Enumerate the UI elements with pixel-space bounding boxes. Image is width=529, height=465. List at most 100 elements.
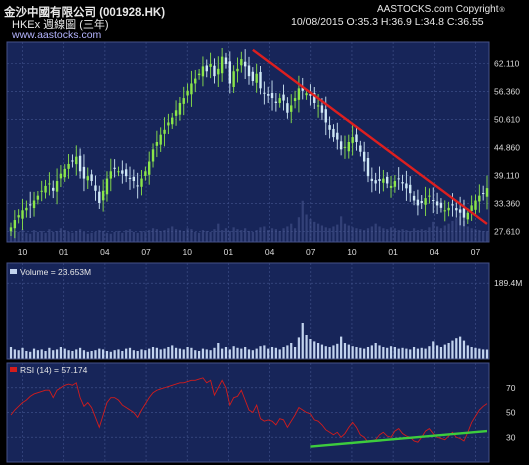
candle-body: [316, 105, 320, 107]
candle-body: [163, 129, 166, 134]
candle-body: [240, 59, 243, 66]
volume-bar: [340, 336, 343, 359]
candle-body: [412, 195, 416, 201]
candle-body: [305, 93, 308, 96]
volume-pane-frame: [6, 262, 490, 360]
candle-body: [458, 209, 462, 213]
candle-body: [259, 71, 262, 89]
candle-body: [485, 188, 489, 197]
candle-body: [86, 176, 89, 181]
volume-ghost-bar: [274, 229, 277, 242]
volume-bar: [186, 347, 189, 359]
candle-body: [389, 185, 393, 188]
candle-body: [339, 141, 343, 150]
volume-ghost-bar: [363, 230, 366, 242]
rsi-legend-swatch: [10, 367, 17, 372]
volume-bar: [359, 347, 362, 359]
volume-bar: [159, 349, 162, 359]
volume-bar: [466, 345, 469, 359]
volume-ghost-bar: [105, 232, 109, 242]
candle-body: [416, 199, 420, 206]
copyright-mark: ®: [499, 7, 505, 14]
volume-bar: [305, 335, 308, 359]
rsi-legend-text: RSI (14) = 57.174: [20, 365, 88, 375]
volume-bar: [113, 350, 116, 359]
volume-bar: [140, 349, 143, 359]
volume-bar: [128, 347, 132, 359]
copyright-notice: AASTOCKS.com Copyright®: [377, 4, 505, 15]
volume-ghost-bar: [416, 230, 420, 242]
volume-ghost-bar: [482, 231, 485, 242]
volume-bars: [9, 323, 489, 359]
axis-labels: 10 01 04 07 10 01 04 07 10 01 04 07 62.110 56.360 50.6…: [18, 58, 523, 442]
rsi-tick-label: 30: [506, 432, 516, 442]
volume-ghost-bar: [178, 230, 182, 242]
candle-body: [167, 122, 170, 126]
volume-ghost-bar: [163, 230, 166, 242]
candle-body: [374, 180, 377, 184]
volume-bar: [174, 347, 178, 359]
candle-body: [236, 68, 239, 72]
volume-ghost-bar: [366, 228, 370, 242]
volume-bar: [435, 345, 439, 359]
price-pane-frame: [6, 41, 490, 243]
site-link[interactable]: www.aastocks.com: [12, 29, 102, 41]
volume-bar: [21, 347, 24, 359]
candle-body: [455, 208, 458, 211]
rsi-support-trendline: [310, 429, 488, 448]
volume-ghost-bar: [236, 229, 239, 242]
volume-ghost-bar: [128, 229, 132, 242]
candle-body: [213, 65, 216, 77]
candle-body: [29, 204, 32, 206]
trendlines: [252, 48, 488, 448]
candle-body: [48, 183, 51, 185]
volume-ghost-bar: [132, 231, 135, 242]
volume-ghost-bar: [21, 229, 24, 242]
candle-body: [313, 93, 316, 103]
volume-ghost-bar: [259, 227, 262, 242]
volume-bar: [9, 347, 13, 359]
volume-bar: [48, 347, 51, 359]
candle-body: [36, 195, 40, 200]
volume-ghost-bar: [297, 217, 301, 242]
candle-body: [205, 65, 208, 72]
volume-bar: [151, 347, 155, 359]
candle-body: [366, 158, 370, 177]
volume-bar: [78, 347, 82, 359]
volume-bar: [171, 345, 174, 359]
volume-bar: [328, 347, 331, 359]
candle-body: [447, 207, 450, 211]
volume-bar: [155, 347, 158, 359]
volume-ghost-bar: [267, 230, 270, 242]
candle-body: [251, 71, 255, 82]
volume-bar: [201, 348, 205, 359]
candle-body: [117, 171, 120, 173]
candle-body: [301, 86, 304, 91]
candle-body: [21, 210, 24, 219]
candle-body: [232, 71, 235, 87]
volume-ghost-bar: [255, 230, 258, 242]
candle-body: [25, 207, 28, 211]
stock-title: 金沙中國有限公司 (001928.HK): [4, 7, 166, 19]
volume-pane-bg: [7, 263, 489, 359]
volume-ghost-bar: [71, 232, 74, 242]
volume-ghost-bar: [405, 230, 408, 242]
volume-ghost-bar: [98, 230, 101, 242]
volume-ghost-bar: [478, 230, 481, 242]
candle-body: [474, 200, 477, 210]
volume-tick-label: 189.4M: [494, 278, 522, 288]
volume-bar: [236, 347, 239, 359]
volume-ghost-bar: [412, 228, 416, 242]
volume-ghost-bar: [286, 226, 289, 242]
volume-ghost-bar: [447, 223, 450, 242]
candle-body: [194, 78, 197, 84]
volume-bar: [94, 350, 97, 359]
volume-bar: [290, 343, 293, 359]
volume-bar: [217, 343, 220, 359]
candle-body: [132, 176, 136, 182]
volume-bar: [286, 345, 289, 359]
price-candles: [9, 48, 489, 239]
volume-bar: [382, 347, 385, 359]
volume-bar: [278, 349, 281, 359]
candle-body: [290, 105, 293, 112]
